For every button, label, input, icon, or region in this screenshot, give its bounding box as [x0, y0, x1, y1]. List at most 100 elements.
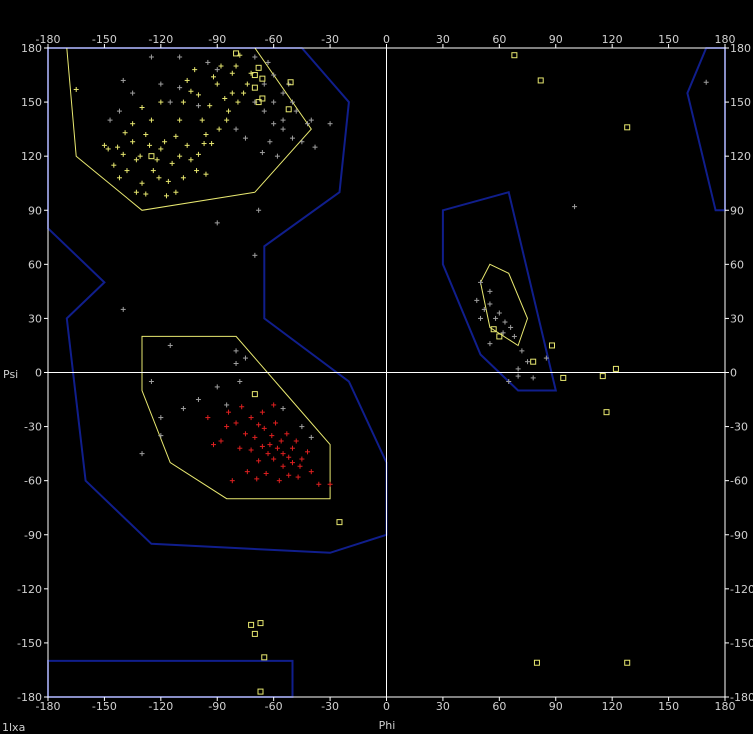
sheet-point — [216, 126, 222, 132]
glycine-point — [511, 52, 518, 59]
sheet-point — [188, 88, 194, 94]
y-tick-label-right: -120 — [730, 583, 753, 596]
sheet-point — [226, 108, 232, 114]
y-tick-label-left: -90 — [24, 529, 42, 542]
sheet-point — [105, 146, 111, 152]
sheet-point — [133, 157, 139, 163]
other-point — [252, 54, 258, 60]
x-tick-label-bottom: 180 — [715, 700, 736, 713]
helix-point — [308, 469, 314, 475]
sheet-point — [209, 141, 215, 147]
glycine-point — [599, 373, 606, 380]
sheet-point — [214, 81, 220, 87]
helix-point — [263, 470, 269, 476]
other-point — [493, 315, 499, 321]
glycine-point — [148, 153, 155, 160]
sheet-point — [235, 99, 241, 105]
other-point — [293, 108, 299, 114]
helix-point — [286, 454, 292, 460]
other-point — [481, 306, 487, 312]
other-point — [312, 144, 318, 150]
helix-point — [327, 481, 333, 487]
y-axis-label: Psi — [3, 368, 18, 381]
x-tick-label-bottom: 60 — [492, 700, 506, 713]
glycine-point — [287, 79, 294, 86]
y-tick-label-left: -30 — [24, 421, 42, 434]
glycine-point — [233, 50, 240, 57]
x-tick-label-bottom: 150 — [658, 700, 679, 713]
y-tick-label-right: -180 — [730, 691, 753, 704]
sheet-point — [116, 175, 122, 181]
axes-layer: -180-180-150-150-120-120-90-90-60-60-30-… — [17, 33, 753, 713]
other-point — [233, 348, 239, 354]
other-point — [299, 139, 305, 145]
sheet-point — [120, 151, 126, 157]
x-tick-label-bottom: 30 — [436, 700, 450, 713]
other-point — [214, 220, 220, 226]
other-point — [487, 341, 493, 347]
sheet-point — [229, 70, 235, 76]
helix-point — [239, 404, 245, 410]
x-tick-label-bottom: 90 — [549, 700, 563, 713]
other-point — [525, 359, 531, 365]
glycine-point — [251, 84, 258, 91]
other-point — [214, 67, 220, 73]
sheet-point — [158, 99, 164, 105]
sheet-point — [173, 189, 179, 195]
y-tick-label-right: 90 — [730, 204, 744, 217]
helix-point — [297, 463, 303, 469]
y-tick-label-right: -150 — [730, 637, 753, 650]
glycine-point — [285, 106, 292, 113]
core-region-5 — [141, 335, 331, 500]
y-tick-label-left: 180 — [21, 42, 42, 55]
glycine-point — [624, 124, 631, 131]
other-point — [224, 402, 230, 408]
sheet-point — [162, 139, 168, 145]
helix-point — [259, 409, 265, 415]
glycine-point — [336, 519, 343, 526]
sheet-point — [199, 117, 205, 123]
other-point — [543, 355, 549, 361]
sheet-point — [143, 132, 149, 138]
sheet-point — [207, 103, 213, 109]
other-point — [237, 379, 243, 385]
sheet-point — [124, 168, 130, 174]
other-point — [116, 108, 122, 114]
sheet-point — [241, 90, 247, 96]
y-tick-label-right: -60 — [730, 475, 748, 488]
sheet-point — [184, 142, 190, 148]
sheet-point — [244, 81, 250, 87]
y-tick-label-left: -150 — [17, 637, 42, 650]
other-point — [280, 117, 286, 123]
helix-point — [229, 478, 235, 484]
x-tick-label-bottom: -150 — [92, 700, 117, 713]
y-tick-label-right: 180 — [730, 42, 751, 55]
other-point — [107, 117, 113, 123]
helix-point — [256, 422, 262, 428]
helix-point — [248, 415, 254, 421]
other-point — [327, 121, 333, 127]
labels-layer: Phi Psi — [3, 368, 395, 732]
glycine-point — [537, 77, 544, 84]
glycine-point — [255, 64, 262, 71]
other-point — [305, 121, 311, 127]
other-point — [703, 79, 709, 85]
other-point — [271, 72, 277, 78]
glycine-point — [251, 72, 258, 79]
x-tick-label-top: 120 — [602, 33, 623, 46]
other-point — [120, 306, 126, 312]
other-point — [261, 81, 267, 87]
y-tick-label-left: -180 — [17, 691, 42, 704]
other-point — [289, 99, 295, 105]
helix-point — [254, 476, 260, 482]
glycine-point — [257, 688, 264, 695]
helix-point — [295, 474, 301, 480]
sheet-point — [130, 139, 136, 145]
other-point — [256, 207, 262, 213]
sheet-point — [177, 153, 183, 159]
other-point — [120, 77, 126, 83]
x-tick-label-top: -180 — [36, 33, 61, 46]
other-point — [259, 150, 265, 156]
